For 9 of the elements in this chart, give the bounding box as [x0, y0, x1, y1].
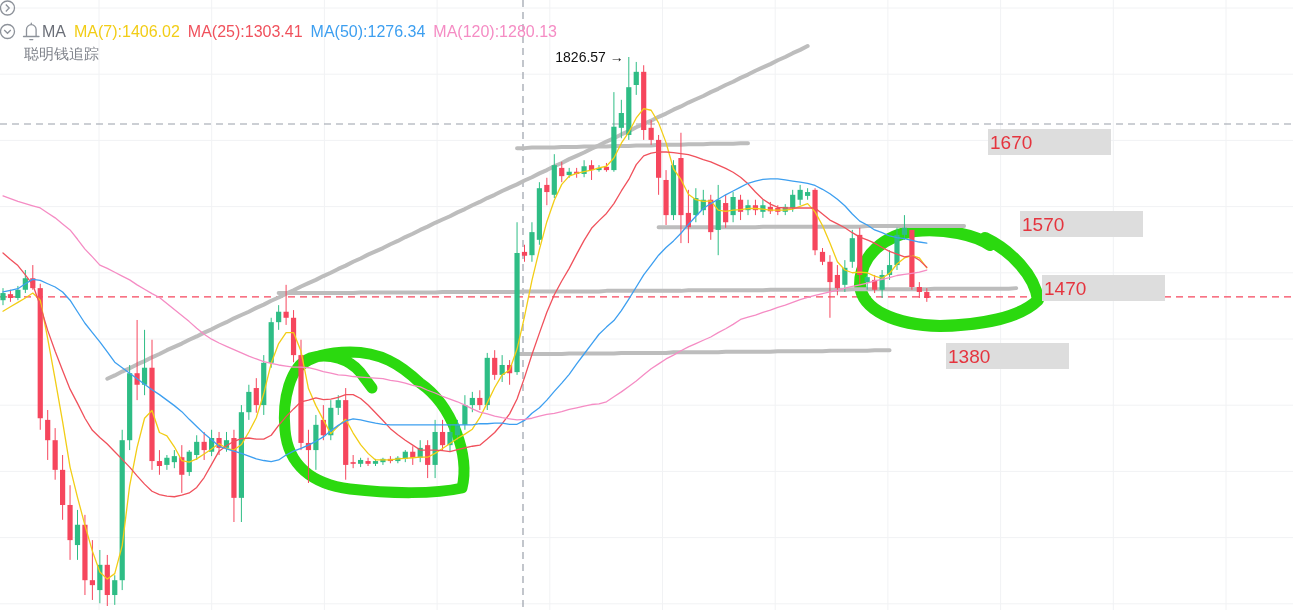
annotation: 1826.57 → — [555, 49, 624, 65]
annotation: 1380 — [948, 346, 991, 367]
legend: MA MA(7):1406.02 MA(25):1303.41 MA(50):1276.34 MA(120):1280.13 — [42, 23, 557, 40]
annotation: 1380 — [946, 343, 1069, 369]
annotation: 1670 — [990, 132, 1033, 153]
annotation: 1570 — [1020, 211, 1143, 237]
annotation: 1670 — [988, 129, 1111, 155]
chart-subtitle: 聪明钱追踪 — [24, 45, 99, 62]
annotation: 1470 — [1042, 275, 1165, 301]
